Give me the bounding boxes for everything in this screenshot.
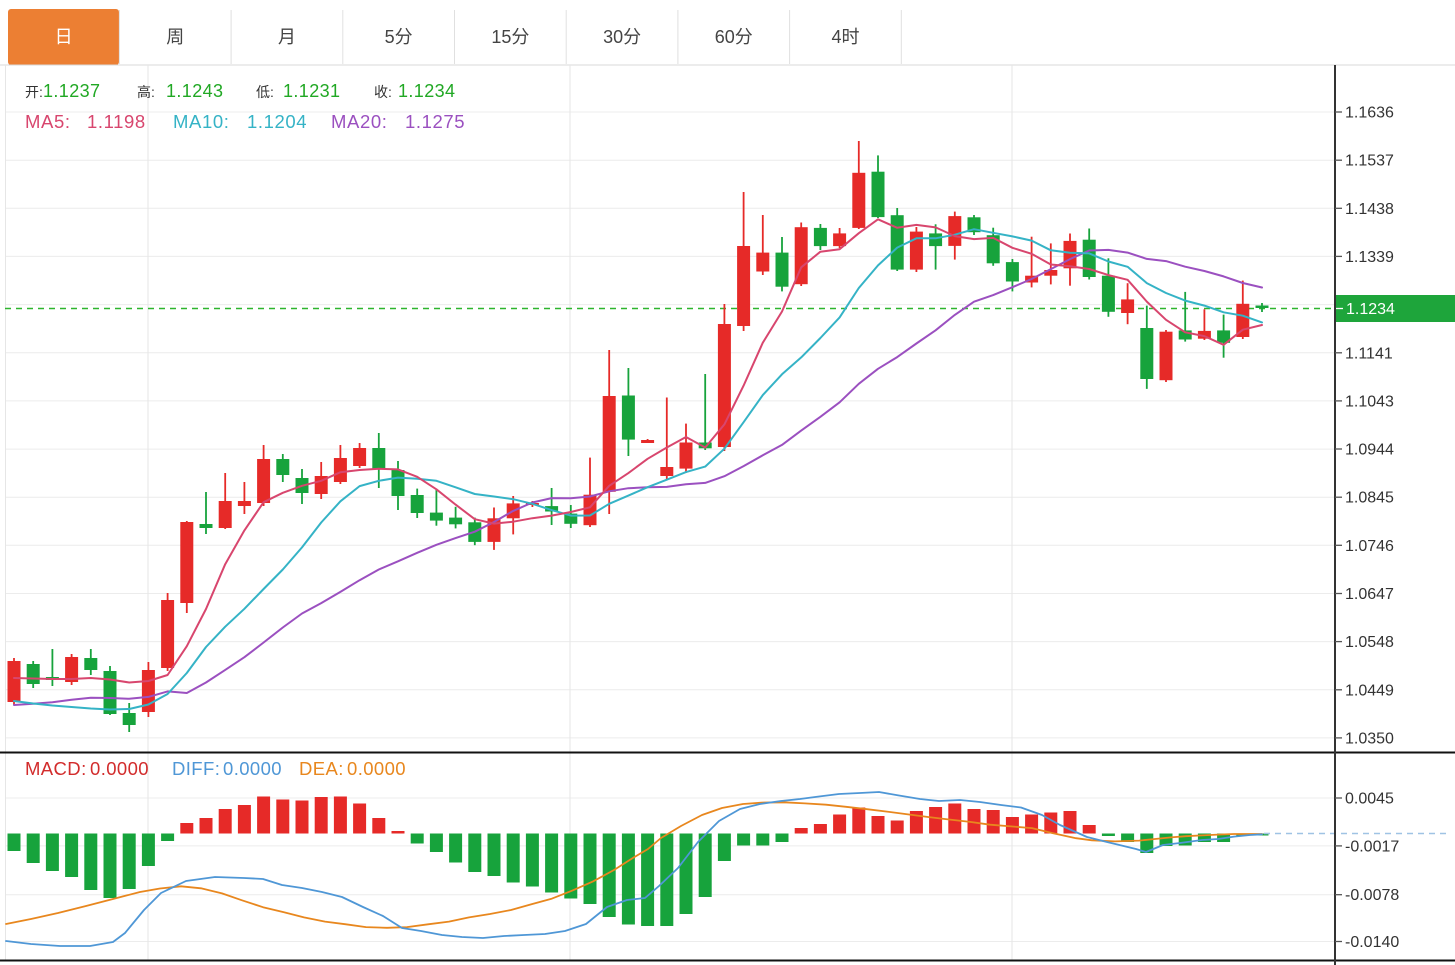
svg-text:1.0647: 1.0647	[1345, 586, 1394, 603]
svg-text:1.0746: 1.0746	[1345, 538, 1394, 555]
svg-text:1.1636: 1.1636	[1345, 105, 1394, 122]
svg-text:1.1234: 1.1234	[1346, 301, 1395, 318]
svg-text:-0.0017: -0.0017	[1345, 838, 1399, 855]
svg-text:1.0944: 1.0944	[1345, 442, 1394, 459]
svg-text:1.1438: 1.1438	[1345, 201, 1394, 218]
svg-text:0.0045: 0.0045	[1345, 791, 1394, 808]
svg-text:60分: 60分	[715, 27, 753, 47]
svg-text:4时: 4时	[831, 27, 859, 47]
svg-text:1.0548: 1.0548	[1345, 634, 1394, 651]
svg-text:1.1537: 1.1537	[1345, 153, 1394, 170]
svg-text:周: 周	[166, 27, 184, 47]
svg-text:-0.0140: -0.0140	[1345, 934, 1399, 951]
svg-text:1.0449: 1.0449	[1345, 682, 1394, 699]
svg-text:-0.0078: -0.0078	[1345, 887, 1399, 904]
svg-text:1.1043: 1.1043	[1345, 393, 1394, 410]
svg-text:15分: 15分	[491, 27, 529, 47]
svg-text:30分: 30分	[603, 27, 641, 47]
svg-text:1.0845: 1.0845	[1345, 490, 1394, 507]
svg-text:月: 月	[278, 27, 296, 47]
svg-text:5分: 5分	[385, 27, 413, 47]
svg-text:1.1339: 1.1339	[1345, 249, 1394, 266]
svg-text:1.0350: 1.0350	[1345, 730, 1394, 747]
svg-text:1.1141: 1.1141	[1345, 345, 1393, 362]
svg-text:日: 日	[55, 27, 73, 47]
